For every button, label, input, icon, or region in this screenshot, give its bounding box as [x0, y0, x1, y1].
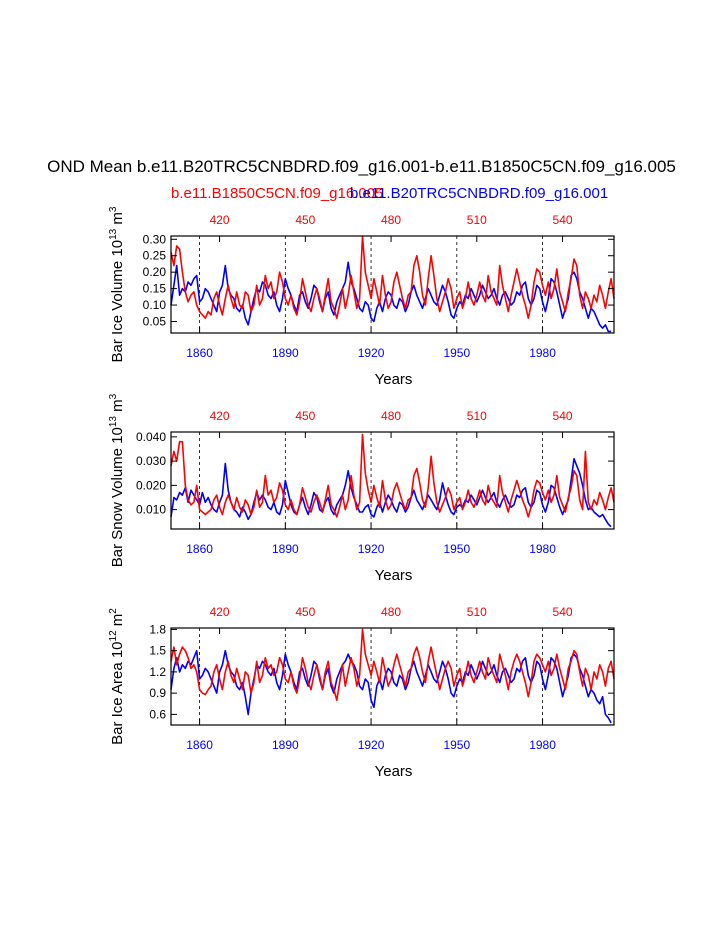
y-axis-title-part: 13: [108, 416, 119, 428]
y-axis-title-part: m: [109, 212, 126, 229]
y-tick-label: 0.040: [136, 430, 166, 444]
y-tick-label: 0.6: [149, 707, 166, 721]
x-bottom-tick-label: 1980: [529, 738, 556, 752]
y-tick-label: 1.5: [149, 644, 166, 658]
x-bottom-tick-label: 1920: [358, 738, 385, 752]
x-bottom-tick-label: 1920: [358, 542, 385, 556]
y-tick-label: 0.020: [136, 478, 166, 492]
x-top-tick-label: 420: [210, 213, 230, 227]
y-tick-label: 0.010: [136, 503, 166, 517]
plot-frame: [170, 627, 615, 726]
legend-experiment-label: b.e11.B20TRC5CNBDRD.f09_g16.001: [350, 185, 609, 202]
panel-2: 0.010 0.020 0.030 0.040 1860 1890 1920 1950 1980…: [108, 393, 615, 584]
x-top-tick-label: 420: [210, 409, 230, 423]
y-axis-title-part: Bar Ice Area 10: [109, 641, 126, 744]
x-top-tick-label: 450: [295, 213, 315, 227]
y-axis-title-part: 13: [108, 228, 119, 240]
y-axis-title: Bar Ice Volume 1013 m3: [108, 206, 126, 362]
experiment-series-line: [170, 649, 612, 724]
legend-control-label: b.e11.B1850C5CN.f09_g16.005: [171, 185, 384, 202]
y-axis-title: Bar Ice Area 1012 m2: [108, 608, 126, 745]
x-bottom-tick-label: 1980: [529, 346, 556, 360]
x-top-tick-label: 510: [467, 213, 487, 227]
y-axis-title-part: 12: [108, 630, 119, 642]
x-top-tick-label: 420: [210, 605, 230, 619]
y-tick-label: 0.30: [143, 232, 167, 246]
y-axis-title-part: Bar Snow Volume 10: [109, 427, 126, 567]
y-tick-label: 0.25: [143, 249, 167, 263]
y-axis-title-part: Bar Ice Volume 10: [109, 240, 126, 363]
x-bottom-tick-label: 1950: [443, 738, 470, 752]
x-axis-title: Years: [375, 371, 413, 388]
x-bottom-tick-label: 1920: [358, 346, 385, 360]
experiment-series-line: [170, 261, 612, 333]
y-tick-label: 0.05: [143, 314, 167, 328]
x-top-tick-label: 540: [553, 605, 573, 619]
x-top-tick-label: 480: [381, 605, 401, 619]
x-top-tick-label: 540: [553, 213, 573, 227]
x-top-tick-label: 480: [381, 213, 401, 227]
y-tick-label: 1.8: [149, 622, 166, 636]
x-axis-title: Years: [375, 567, 413, 584]
panel-1: 0.05 0.10 0.15 0.20 0.25 0.30 1860 1890 1920 1950…: [108, 206, 615, 388]
x-top-tick-label: 480: [381, 409, 401, 423]
experiment-series-line: [170, 457, 612, 528]
y-tick-label: 0.20: [143, 265, 167, 279]
x-bottom-tick-label: 1860: [186, 738, 213, 752]
x-bottom-tick-label: 1980: [529, 542, 556, 556]
x-axis-title: Years: [375, 763, 413, 780]
plot-frame: [170, 431, 615, 530]
x-bottom-tick-label: 1890: [272, 346, 299, 360]
control-series-line: [170, 628, 615, 702]
y-tick-label: 0.10: [143, 298, 167, 312]
y-axis-title-part: 3: [108, 206, 119, 212]
x-bottom-tick-label: 1950: [443, 346, 470, 360]
y-axis-title-part: m: [109, 399, 126, 416]
x-bottom-tick-label: 1890: [272, 738, 299, 752]
control-series-line: [170, 235, 615, 320]
y-axis-title-part: 3: [108, 393, 119, 399]
x-top-tick-label: 510: [467, 605, 487, 619]
x-top-tick-label: 450: [295, 605, 315, 619]
x-bottom-tick-label: 1890: [272, 542, 299, 556]
y-axis-title: Bar Snow Volume 1013 m3: [108, 393, 126, 567]
panel-3: 0.6 0.9 1.2 1.5 1.8 1860 1890 1920 1950 1980 420 45…: [108, 605, 615, 780]
y-axis-title-part: 2: [108, 608, 119, 614]
x-top-tick-label: 510: [467, 409, 487, 423]
y-tick-label: 0.15: [143, 282, 167, 296]
x-top-tick-label: 450: [295, 409, 315, 423]
x-bottom-tick-label: 1860: [186, 346, 213, 360]
control-series-line: [170, 433, 615, 518]
y-tick-label: 1.2: [149, 665, 166, 679]
y-axis-title-part: m: [109, 614, 126, 631]
x-bottom-tick-label: 1950: [443, 542, 470, 556]
y-tick-label: 0.030: [136, 454, 166, 468]
plot-frame: [170, 235, 615, 334]
y-tick-label: 0.9: [149, 686, 166, 700]
chart-title: OND Mean b.e11.B20TRC5CNBDRD.f09_g16.001…: [47, 157, 676, 176]
x-top-tick-label: 540: [553, 409, 573, 423]
x-bottom-tick-label: 1860: [186, 542, 213, 556]
